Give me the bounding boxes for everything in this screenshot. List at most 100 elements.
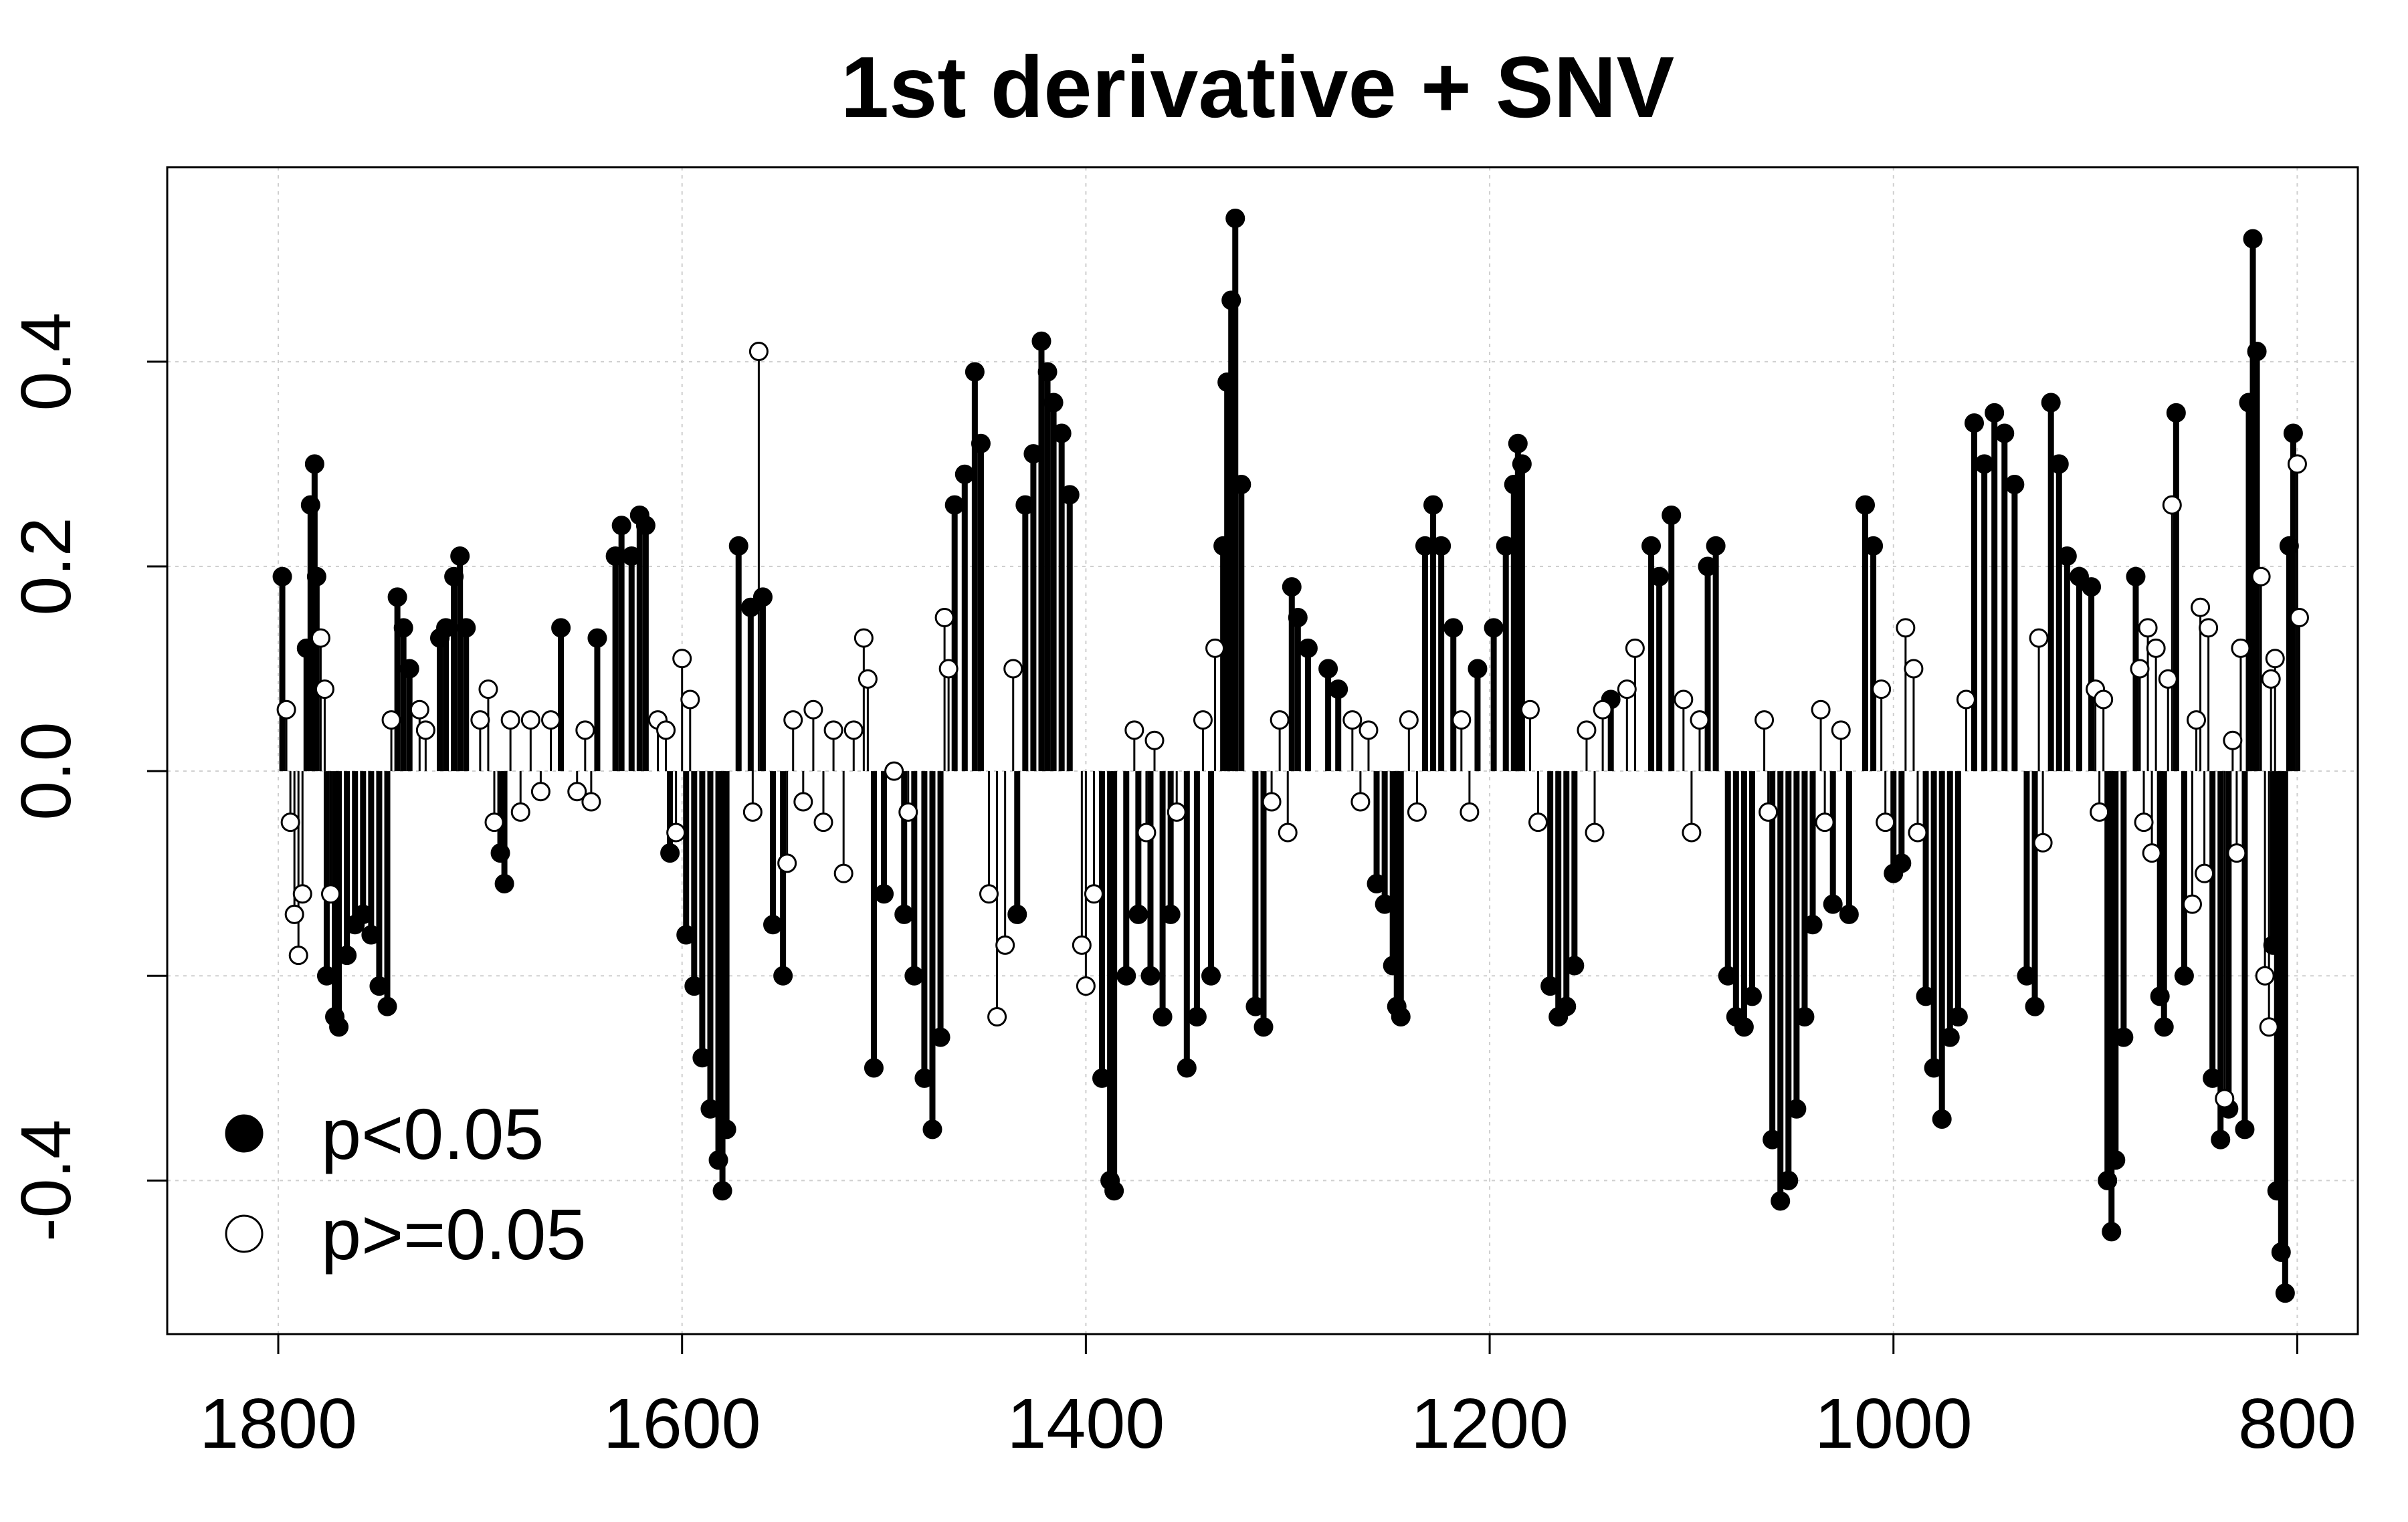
point-not-significant (1193, 710, 1213, 730)
point-not-significant (854, 628, 874, 648)
point-not-significant (2265, 649, 2285, 669)
point-not-significant (1278, 823, 1298, 843)
point-significant (894, 904, 914, 924)
point-not-significant (484, 812, 504, 833)
point-significant (676, 925, 696, 945)
point-not-significant (2134, 812, 2154, 833)
data-markers (272, 209, 2309, 1303)
point-not-significant (1593, 699, 1613, 720)
point-significant (1763, 1129, 1783, 1150)
point-significant (660, 843, 680, 863)
point-not-significant (1908, 823, 1928, 843)
point-significant (1823, 894, 1843, 914)
point-not-significant (1617, 679, 1637, 699)
point-not-significant (1754, 710, 1775, 730)
point-not-significant (843, 720, 864, 740)
point-significant (1964, 413, 1984, 433)
point-significant (1795, 1006, 1815, 1026)
point-not-significant (2130, 659, 2150, 679)
point-significant (1940, 1027, 1960, 1047)
point-not-significant (2223, 730, 2243, 750)
point-not-significant (1690, 710, 1710, 730)
point-not-significant (1956, 689, 1976, 710)
point-significant (1779, 1170, 1799, 1190)
point-significant (1225, 209, 1245, 229)
point-not-significant (1674, 689, 1694, 710)
point-significant (1092, 1068, 1112, 1088)
point-not-significant (520, 710, 540, 730)
point-not-significant (884, 761, 904, 781)
point-not-significant (680, 689, 700, 710)
point-significant (1007, 904, 1027, 924)
point-significant (456, 618, 476, 638)
point-not-significant (938, 659, 959, 679)
point-significant (1787, 1099, 1807, 1119)
point-significant (2126, 566, 2146, 586)
point-significant (922, 1119, 942, 1139)
point-not-significant (1359, 720, 1379, 740)
point-significant (752, 587, 773, 607)
point-not-significant (1577, 720, 1597, 740)
point-significant (605, 546, 625, 566)
point-significant (944, 495, 965, 515)
point-significant (1231, 475, 1251, 495)
point-significant (1051, 423, 1072, 443)
point-significant (490, 843, 510, 863)
point-not-significant (470, 710, 490, 730)
point-significant (700, 1099, 720, 1119)
point-not-significant (672, 649, 692, 669)
point-significant (1152, 1006, 1173, 1026)
point-not-significant (292, 884, 312, 904)
point-significant (716, 1119, 736, 1139)
point-significant (2041, 393, 2061, 413)
y-tick-label: 0.0 (7, 722, 86, 820)
point-not-significant (2191, 597, 2211, 617)
point-not-significant (666, 823, 686, 843)
point-significant (2005, 475, 2025, 495)
point-significant (1140, 966, 1161, 986)
point-significant (2239, 393, 2259, 413)
point-significant (2154, 1017, 2174, 1037)
point-significant (2275, 1283, 2295, 1303)
point-significant (1023, 444, 1043, 464)
point-significant (2057, 546, 2077, 566)
point-significant (773, 966, 793, 986)
point-significant (1839, 904, 1859, 924)
point-significant (1288, 608, 1308, 628)
point-not-significant (1872, 679, 1892, 699)
point-significant (551, 618, 571, 638)
point-significant (728, 536, 748, 556)
point-not-significant (2029, 628, 2049, 648)
point-significant (1383, 956, 1403, 976)
point-not-significant (748, 342, 769, 362)
point-significant (708, 1150, 728, 1170)
point-not-significant (2289, 608, 2309, 628)
point-significant (1734, 1017, 1754, 1037)
point-significant (965, 362, 985, 382)
point-significant (1298, 638, 1318, 658)
point-not-significant (2138, 618, 2158, 638)
point-not-significant (541, 710, 561, 730)
point-not-significant (276, 699, 296, 720)
point-not-significant (1084, 884, 1104, 904)
point-not-significant (314, 679, 334, 699)
point-significant (306, 566, 326, 586)
point-significant (1015, 495, 1035, 515)
point-significant (1104, 1181, 1124, 1201)
point-significant (316, 966, 336, 986)
point-not-significant (2142, 843, 2162, 863)
point-significant (2279, 536, 2299, 556)
point-not-significant (2261, 669, 2281, 689)
x-tick-label: 800 (2238, 1384, 2356, 1463)
point-significant (1431, 536, 1451, 556)
point-not-significant (793, 792, 813, 812)
x-tick-label: 1000 (1815, 1384, 1973, 1463)
point-significant (1803, 915, 1823, 935)
point-not-significant (2094, 689, 2114, 710)
point-significant (1948, 1006, 1968, 1026)
point-significant (272, 566, 292, 586)
point-significant (1245, 996, 1266, 1016)
point-significant (1201, 966, 1221, 986)
point-significant (1718, 966, 1738, 986)
